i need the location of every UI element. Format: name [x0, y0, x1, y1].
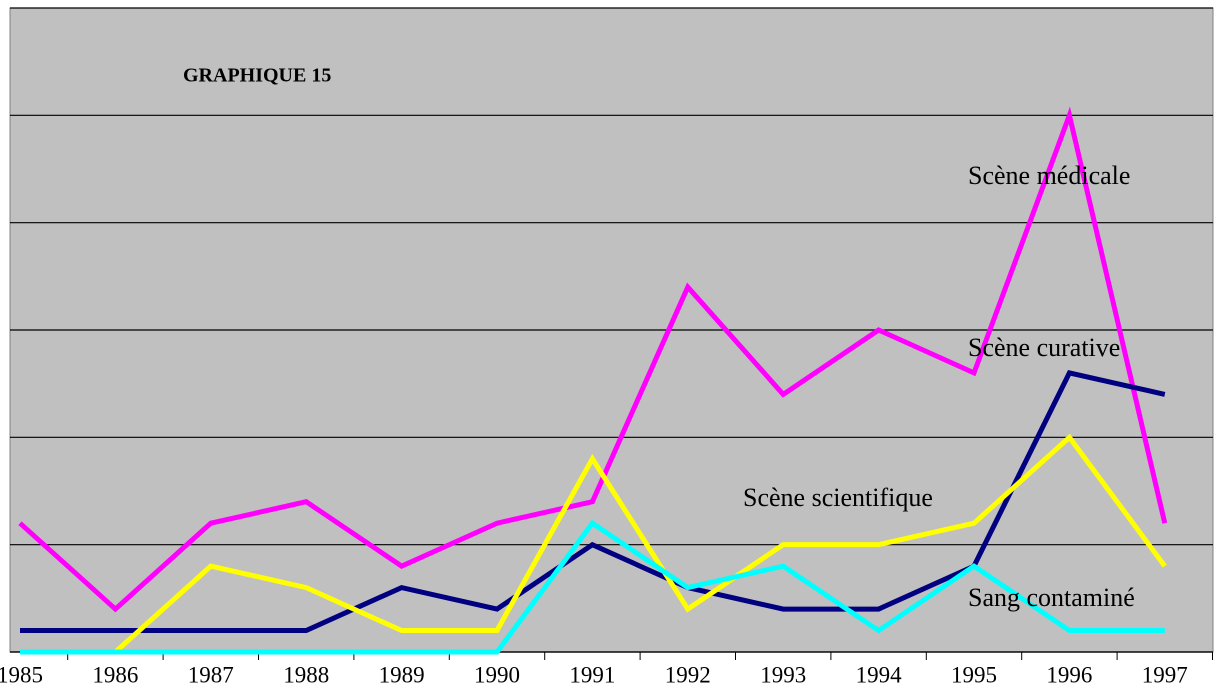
x-tick-label: 1996 [1046, 662, 1092, 687]
chart-title: GRAPHIQUE 15 [183, 65, 331, 87]
x-tick-label: 1993 [760, 662, 806, 687]
series-line [20, 433, 1167, 655]
series-label: Scène curative [968, 333, 1120, 362]
x-tick-label: 1997 [1142, 662, 1188, 687]
x-tick-label: 1985 [0, 662, 43, 687]
series-line [20, 519, 1165, 655]
x-tick-label: 1986 [92, 662, 138, 687]
x-tick-label: 1990 [474, 662, 520, 687]
x-tick-label: 1991 [569, 662, 615, 687]
x-tick-label: 1992 [665, 662, 711, 687]
series-label: Scène scientifique [743, 483, 933, 512]
x-tick-label: 1988 [283, 662, 329, 687]
x-tick-label: 1994 [856, 662, 903, 687]
x-tick-label: 1989 [379, 662, 425, 687]
series-label: Scène médicale [968, 161, 1130, 190]
series-line [18, 106, 1168, 613]
x-tick-label: 1995 [951, 662, 997, 687]
series-label: Sang contaminé [968, 583, 1135, 612]
x-tick-label: 1987 [188, 662, 234, 687]
